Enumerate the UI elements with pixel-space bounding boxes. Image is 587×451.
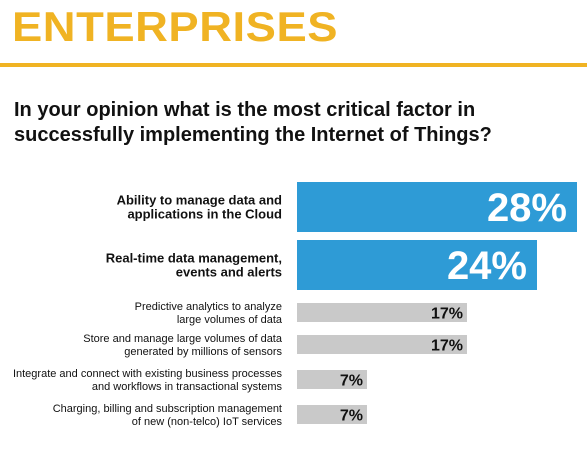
- bar-1: [297, 182, 577, 232]
- category-label-6-line-2: of new (non-telco) IoT services: [132, 416, 283, 428]
- survey-question: In your opinion what is the most critica…: [14, 99, 492, 146]
- header-divider: [0, 63, 587, 67]
- bar-value-label-6: 7%: [340, 408, 363, 425]
- category-label-1-line-1: Ability to manage data and: [117, 193, 282, 208]
- category-label-2-line-1: Real-time data management,: [106, 251, 282, 266]
- category-label-1-line-2: applications in the Cloud: [127, 207, 282, 222]
- category-label-2-line-2: events and alerts: [176, 265, 282, 280]
- bar-value-label-2: 24%: [447, 244, 527, 288]
- category-label-6-line-1: Charging, billing and subscription manag…: [53, 403, 282, 415]
- bar-value-label-1: 28%: [487, 186, 567, 230]
- bar-2: [297, 240, 537, 290]
- page-title: ENTERPRISES: [12, 3, 339, 50]
- bar-4: [297, 335, 467, 354]
- bar-value-label-4: 17%: [431, 338, 463, 355]
- bar-5: [297, 370, 367, 389]
- category-label-5-line-1: Integrate and connect with existing busi…: [13, 368, 283, 380]
- category-label-3-line-1: Predictive analytics to analyze: [135, 301, 282, 313]
- bar-3: [297, 303, 467, 322]
- category-label-5-line-2: and workflows in transactional systems: [92, 381, 283, 393]
- category-label-3-line-2: large volumes of data: [177, 314, 283, 326]
- bar-6: [297, 405, 367, 424]
- bar-value-label-5: 7%: [340, 373, 363, 390]
- category-label-4-line-1: Store and manage large volumes of data: [83, 333, 283, 345]
- category-label-4-line-2: generated by millions of sensors: [124, 346, 282, 358]
- bar-value-label-3: 17%: [431, 306, 463, 323]
